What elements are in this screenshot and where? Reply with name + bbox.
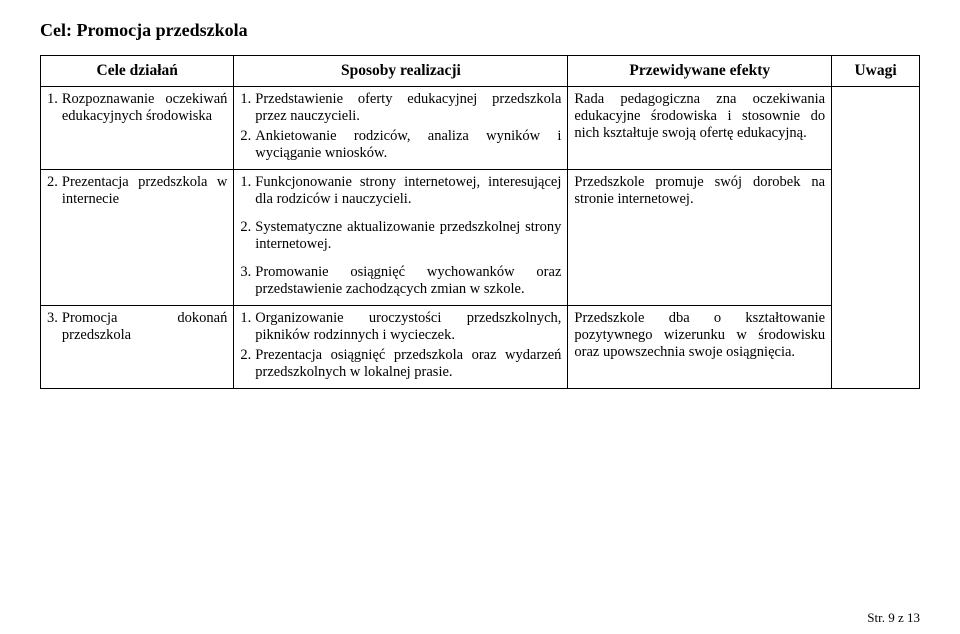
cele-num: 1. [47,91,62,125]
sposoby-num: 1. [240,310,255,344]
page-heading: Cel: Promocja przedszkola [40,20,920,41]
cele-item: 3. Promocja dokonań przedszkola [47,310,227,344]
header-cele: Cele działań [41,56,234,87]
sposoby-item: 1. Organizowanie uroczystości przedszkol… [240,310,561,344]
efekty-cell: Rada pedagogiczna zna oczekiwania edukac… [568,87,832,170]
table-row: 3. Promowanie osiągnięć wychowanków oraz… [41,260,920,306]
main-table: Cele działań Sposoby realizacji Przewidy… [40,55,920,389]
sposoby-num: 1. [240,174,255,208]
table-row: 1. Rozpoznawanie oczekiwań edukacyjnych … [41,87,920,170]
sposoby-text: Funkcjonowanie strony internetowej, inte… [255,174,561,208]
uwagi-cell [832,87,920,170]
header-efekty: Przewidywane efekty [568,56,832,87]
sposoby-num: 2. [240,128,255,162]
sposoby-item: 2. Ankietowanie rodziców, analiza wynikó… [240,128,561,162]
sposoby-num: 1. [240,91,255,125]
sposoby-num: 3. [240,264,255,298]
header-uwagi: Uwagi [832,56,920,87]
cele-item: 2. Prezentacja przedszkola w internecie [47,174,227,208]
table-row: 2. Systematyczne aktualizowanie przedszk… [41,215,920,260]
header-sposoby: Sposoby realizacji [234,56,568,87]
sposoby-item: 3. Promowanie osiągnięć wychowanków oraz… [240,264,561,298]
table-header-row: Cele działań Sposoby realizacji Przewidy… [41,56,920,87]
efekty-cell: Przedszkole promuje swój dorobek na stro… [568,170,832,216]
uwagi-cell [832,306,920,389]
efekty-cell: Przedszkole dba o kształtowanie pozytywn… [568,306,832,389]
cele-item: 1. Rozpoznawanie oczekiwań edukacyjnych … [47,91,227,125]
table-row: 2. Prezentacja przedszkola w internecie … [41,170,920,216]
cele-num: 3. [47,310,62,344]
sposoby-text: Promowanie osiągnięć wychowanków oraz pr… [255,264,561,298]
sposoby-text: Ankietowanie rodziców, analiza wyników i… [255,128,561,162]
cele-num: 2. [47,174,62,208]
cele-text: Rozpoznawanie oczekiwań edukacyjnych śro… [62,91,228,125]
sposoby-num: 2. [240,219,255,253]
page-footer: Str. 9 z 13 [867,610,920,626]
cele-text: Promocja dokonań przedszkola [62,310,228,344]
sposoby-item: 2. Systematyczne aktualizowanie przedszk… [240,219,561,253]
cele-text: Prezentacja przedszkola w internecie [62,174,228,208]
sposoby-num: 2. [240,347,255,381]
sposoby-item: 2. Prezentacja osiągnięć przedszkola ora… [240,347,561,381]
sposoby-item: 1. Przedstawienie oferty edukacyjnej prz… [240,91,561,125]
sposoby-text: Organizowanie uroczystości przedszkolnyc… [255,310,561,344]
sposoby-item: 1. Funkcjonowanie strony internetowej, i… [240,174,561,208]
sposoby-text: Prezentacja osiągnięć przedszkola oraz w… [255,347,561,381]
sposoby-text: Przedstawienie oferty edukacyjnej przeds… [255,91,561,125]
uwagi-cell [832,170,920,216]
table-row: 3. Promocja dokonań przedszkola 1. Organ… [41,306,920,389]
sposoby-text: Systematyczne aktualizowanie przedszkoln… [255,219,561,253]
